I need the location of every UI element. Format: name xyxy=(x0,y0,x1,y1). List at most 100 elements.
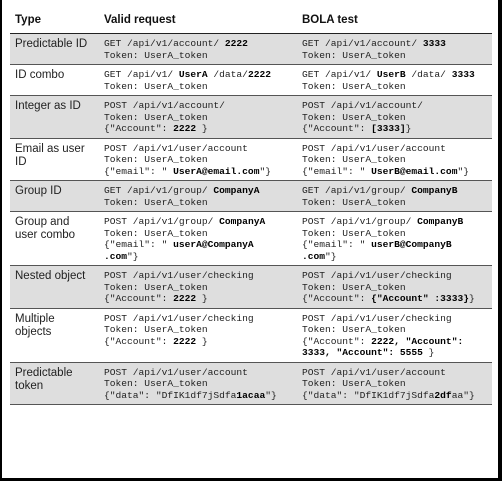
code-line: GET /api/v1/group/ CompanyA xyxy=(104,185,292,197)
table-row: Group and user combo POST /api/v1/group/ … xyxy=(10,211,492,266)
code-text: POST /api/v1/user/account xyxy=(302,366,446,378)
valid-request-cell: POST /api/v1/user/account Token: UserA_to… xyxy=(99,138,297,181)
table-row: Predictable ID GET /api/v1/account/ 2222 T… xyxy=(10,33,492,65)
code-text: } xyxy=(468,293,475,304)
code-text: POST /api/v1/user/account xyxy=(104,366,248,378)
code-text: {"email": " xyxy=(104,165,174,177)
code-text: POST /api/v1/group/ xyxy=(104,216,220,227)
code-line: Token: UserA_token xyxy=(104,324,292,336)
row-type-label: Email as user ID xyxy=(10,138,99,181)
header-valid-request: Valid request xyxy=(99,6,297,34)
code-text: } xyxy=(405,123,412,134)
code-text: Token: UserA_token xyxy=(104,49,208,61)
code-text: GET /api/v1/ xyxy=(104,69,179,80)
valid-request-cell: GET /api/v1/ UserA /data/2222 Token: User… xyxy=(99,64,297,96)
code-highlight: 2222 xyxy=(247,69,271,80)
code-text: Token: UserA_token xyxy=(104,196,208,208)
code-text: POST /api/v1/account/ xyxy=(104,100,225,111)
row-type-label: Group ID xyxy=(10,180,99,212)
code-line: POST /api/v1/group/ CompanyA xyxy=(104,216,292,228)
code-line: POST /api/v1/user/account xyxy=(104,143,292,155)
row-type-label: Predictable ID xyxy=(10,33,99,65)
code-highlight: 2222 xyxy=(173,293,197,304)
code-line: Token: UserA_token xyxy=(104,197,292,209)
valid-request-cell: POST /api/v1/user/checking Token: UserA_t… xyxy=(99,265,297,309)
code-text: /data/ xyxy=(405,69,452,80)
bola-test-table: Type Valid request BOLA test Predictable… xyxy=(10,6,492,405)
code-text: {"Account": xyxy=(104,293,174,304)
code-text: Token: UserA_token xyxy=(104,378,208,389)
row-type-label: Integer as ID xyxy=(10,95,99,139)
header-bola-test: BOLA test xyxy=(297,6,492,34)
code-text: {"data": "DfIK1df7jSdfa xyxy=(302,389,435,401)
valid-request-cell: POST /api/v1/user/account Token: UserA_to… xyxy=(99,362,297,405)
code-highlight: .com xyxy=(302,250,326,262)
code-line: Token: UserA_token xyxy=(302,228,487,240)
table-row: Integer as ID POST /api/v1/account/Token:… xyxy=(10,95,492,139)
code-text: Token: UserA_token xyxy=(302,227,406,239)
code-highlight: CompanyB xyxy=(411,185,458,196)
code-line: POST /api/v1/user/account xyxy=(104,367,292,379)
code-text: Token: UserA_token xyxy=(302,281,406,293)
row-type-label: Group and user combo xyxy=(10,211,99,266)
code-text: Token: UserA_token xyxy=(302,154,406,165)
table-row: Nested object POST /api/v1/user/checking T… xyxy=(10,265,492,309)
bola-test-cell: POST /api/v1/group/ CompanyB Token: UserA… xyxy=(297,211,492,266)
code-line: Token: UserA_token xyxy=(302,197,487,209)
code-text: Token: UserA_token xyxy=(302,324,406,335)
code-line: Token: UserA_token xyxy=(104,228,292,240)
code-text: POST /api/v1/user/checking xyxy=(104,312,254,324)
bola-test-cell: POST /api/v1/user/account Token: UserA_to… xyxy=(297,138,492,181)
code-text: Token: UserA_token xyxy=(302,111,406,123)
code-line: POST /api/v1/user/checking xyxy=(302,313,487,325)
valid-request-cell: POST /api/v1/user/checking Token: UserA_t… xyxy=(99,308,297,363)
code-line: Token: UserA_token xyxy=(302,112,487,124)
code-highlight: 2df xyxy=(434,389,452,401)
code-highlight: CompanyA xyxy=(219,216,266,227)
valid-request-cell: GET /api/v1/account/ 2222 Token: UserA_to… xyxy=(99,33,297,65)
code-line: Token: UserA_token xyxy=(302,378,487,390)
code-line: GET /api/v1/ UserA /data/2222 xyxy=(104,69,292,81)
code-line: Token: UserA_token xyxy=(104,154,292,166)
table-row: Multiple objects POST /api/v1/user/checki… xyxy=(10,308,492,363)
code-text: } xyxy=(196,123,208,134)
code-line: {"Account": 2222 } xyxy=(104,336,292,348)
row-type-label: Nested object xyxy=(10,265,99,309)
code-text: Token: UserA_token xyxy=(302,378,406,389)
code-text: Token: UserA_token xyxy=(302,80,406,92)
bola-test-cell: GET /api/v1/group/ CompanyB Token: UserA_… xyxy=(297,180,492,212)
code-line: POST /api/v1/group/ CompanyB xyxy=(302,216,487,228)
code-text: POST /api/v1/group/ xyxy=(302,216,418,227)
code-text: /data/ xyxy=(207,69,248,80)
row-type-label: Multiple objects xyxy=(10,308,99,363)
code-text: Token: UserA_token xyxy=(104,324,208,335)
code-line: Token: UserA_token xyxy=(302,81,487,93)
code-text: {"Account": xyxy=(104,335,174,347)
code-line: {"data": "DfIK1df7jSdfa1acaa"} xyxy=(104,390,292,402)
header-type: Type xyxy=(10,6,99,34)
code-line: Token: UserA_token xyxy=(104,81,292,93)
code-line: POST /api/v1/user/checking xyxy=(104,313,292,325)
code-text: Token: UserA_token xyxy=(104,281,208,293)
code-text: GET /api/v1/account/ xyxy=(302,38,423,49)
code-line: POST /api/v1/user/account xyxy=(302,367,487,379)
code-highlight: CompanyB xyxy=(417,216,464,227)
code-highlight: 2222, "Account": xyxy=(371,335,464,347)
code-text: "} xyxy=(457,165,469,177)
code-line: GET /api/v1/ UserB /data/ 3333 xyxy=(302,69,487,81)
code-line: {"email": " userB@CompanyB xyxy=(302,239,487,251)
code-line: {"email": " UserA@email.com"} xyxy=(104,166,292,178)
code-line: Token: UserA_token xyxy=(104,50,292,62)
code-line: .com"} xyxy=(104,251,292,263)
code-text: Token: UserA_token xyxy=(302,196,406,208)
table-row: Predictable token POST /api/v1/user/accou… xyxy=(10,362,492,405)
valid-request-cell: GET /api/v1/group/ CompanyA Token: UserA_… xyxy=(99,180,297,212)
bola-test-cell: POST /api/v1/user/account Token: UserA_to… xyxy=(297,362,492,405)
code-text: Token: UserA_token xyxy=(104,80,208,92)
code-highlight: UserA@email.com xyxy=(173,165,260,177)
code-text: Token: UserA_token xyxy=(104,154,208,165)
code-text: POST /api/v1/account/ xyxy=(302,100,423,111)
valid-request-cell: POST /api/v1/group/ CompanyA Token: UserA… xyxy=(99,211,297,266)
code-line: GET /api/v1/group/ CompanyB xyxy=(302,185,487,197)
code-text: } xyxy=(196,335,208,347)
